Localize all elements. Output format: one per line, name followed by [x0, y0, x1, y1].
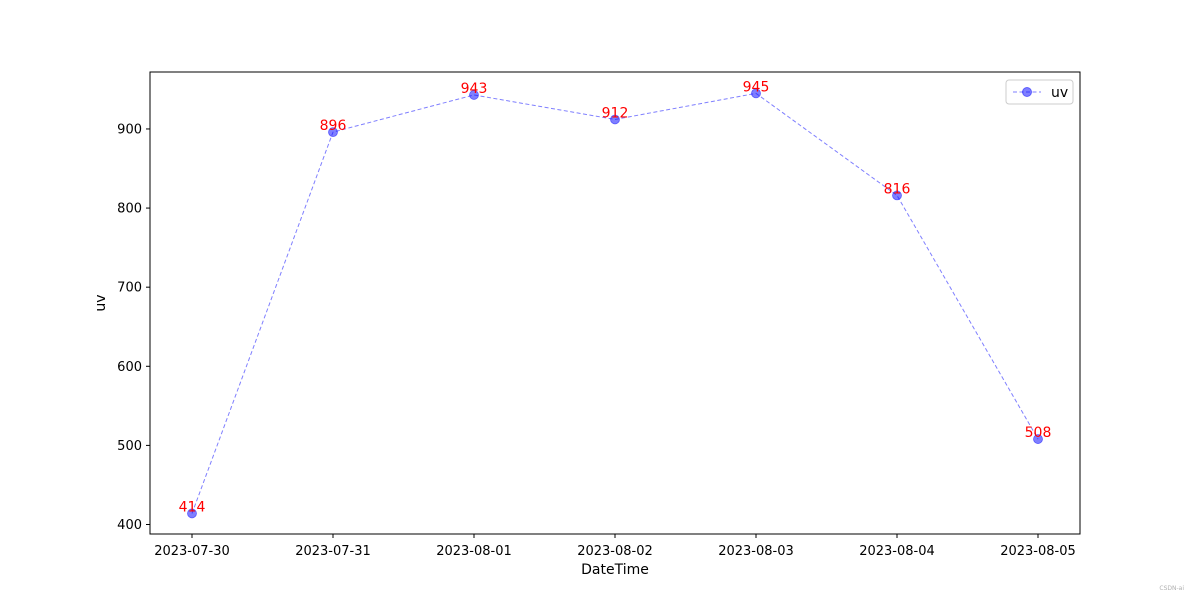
- y-axis: 400 500 600 700 800 900: [117, 122, 150, 533]
- x-tick-label: 2023-08-04: [859, 544, 935, 559]
- data-label: 896: [320, 118, 347, 134]
- x-axis-title: DateTime: [581, 562, 649, 578]
- y-tick-label: 700: [117, 281, 142, 296]
- x-tick-label: 2023-07-31: [295, 544, 371, 559]
- data-point: [469, 90, 479, 100]
- data-point: [751, 88, 761, 99]
- x-tick-label: 2023-08-03: [718, 544, 794, 559]
- data-label: 945: [743, 79, 770, 95]
- data-label: 816: [884, 181, 911, 197]
- data-label: 414: [179, 499, 206, 515]
- data-label: 508: [1025, 425, 1052, 441]
- data-point: [610, 114, 620, 125]
- data-label: 912: [602, 105, 629, 121]
- series-layer: [187, 88, 1043, 519]
- y-tick-label: 500: [117, 439, 142, 454]
- x-tick-label: 2023-08-02: [577, 544, 653, 559]
- y-tick-label: 600: [117, 360, 142, 375]
- y-tick-label: 900: [117, 122, 142, 137]
- y-tick-label: 400: [117, 518, 142, 533]
- legend-entry-uv: uv: [1051, 85, 1068, 101]
- data-label: 943: [461, 81, 488, 97]
- x-tick-label: 2023-08-01: [436, 544, 512, 559]
- legend-marker: [1022, 87, 1032, 97]
- x-tick-label: 2023-07-30: [154, 544, 230, 559]
- data-point: [1033, 434, 1043, 444]
- data-labels: 414 896 943 912 945 816 508: [179, 79, 1052, 515]
- x-tick-label: 2023-08-05: [1000, 544, 1076, 559]
- y-axis-title: uv: [93, 294, 109, 311]
- data-point: [892, 190, 902, 201]
- legend: uv: [1005, 79, 1074, 105]
- watermark: CSDN-ai: [1159, 585, 1184, 592]
- data-point: [328, 127, 338, 138]
- y-tick-label: 800: [117, 202, 142, 217]
- data-point: [187, 508, 197, 519]
- x-axis: 2023-07-30 2023-07-31 2023-08-01 2023-08-02…: [154, 534, 1076, 559]
- plot-area: [149, 71, 1081, 535]
